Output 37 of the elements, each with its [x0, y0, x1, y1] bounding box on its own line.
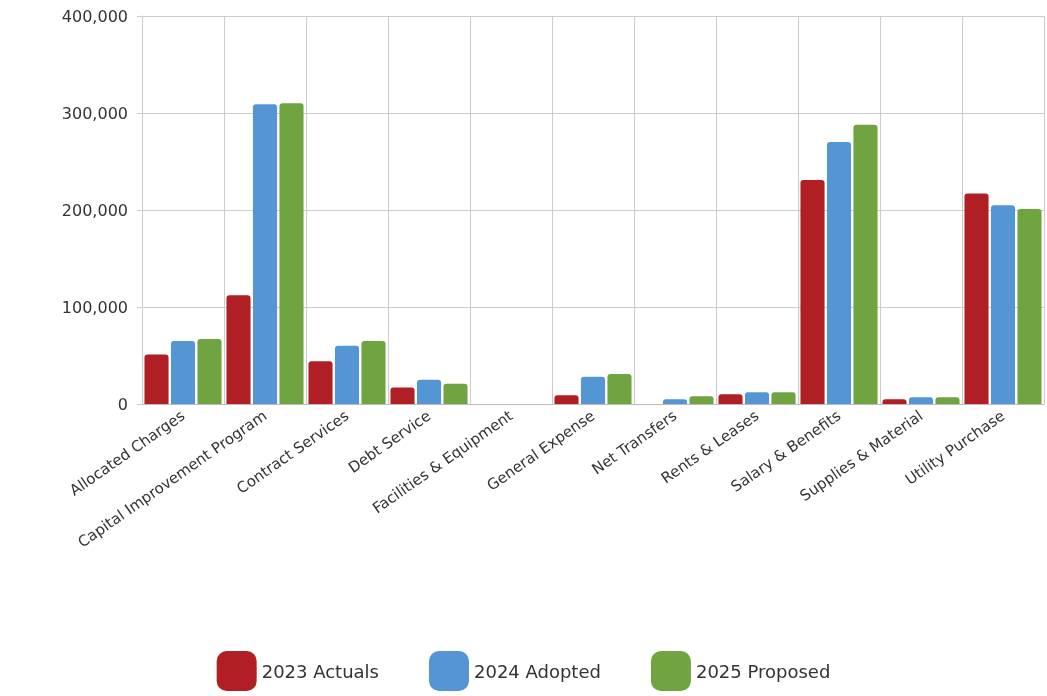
bar [226, 295, 251, 404]
y-tick-label: 200,000 [61, 200, 128, 220]
bar [390, 387, 415, 404]
bar [689, 396, 714, 404]
bar [308, 361, 333, 404]
y-tick-label: 100,000 [61, 297, 128, 317]
bar [744, 392, 770, 404]
bar [1017, 209, 1042, 404]
bar [662, 399, 688, 404]
bar [826, 142, 852, 404]
bar [800, 179, 825, 404]
legend-label: 2024 Adopted [473, 660, 601, 682]
bar [853, 124, 878, 404]
bar [170, 340, 196, 404]
bar [935, 397, 960, 404]
bar [144, 354, 169, 404]
bar [771, 392, 796, 404]
bar [964, 193, 989, 404]
legend-label: 2025 Proposed [695, 660, 831, 682]
legend-label: 2023 Actuals [261, 660, 379, 682]
bar [361, 340, 386, 404]
bar [554, 395, 579, 404]
bar [197, 339, 222, 404]
y-tick-label: 0 [117, 394, 128, 414]
bar [416, 379, 442, 404]
bar [990, 205, 1016, 404]
bar [580, 376, 606, 404]
bar [252, 104, 278, 404]
bar [279, 103, 304, 404]
bar [908, 397, 934, 404]
bar [443, 383, 468, 404]
y-tick-label: 300,000 [61, 103, 128, 123]
y-tick-label: 400,000 [61, 6, 128, 26]
bar [718, 394, 743, 404]
bar [882, 399, 907, 404]
bar [607, 373, 632, 404]
bar [334, 345, 360, 404]
